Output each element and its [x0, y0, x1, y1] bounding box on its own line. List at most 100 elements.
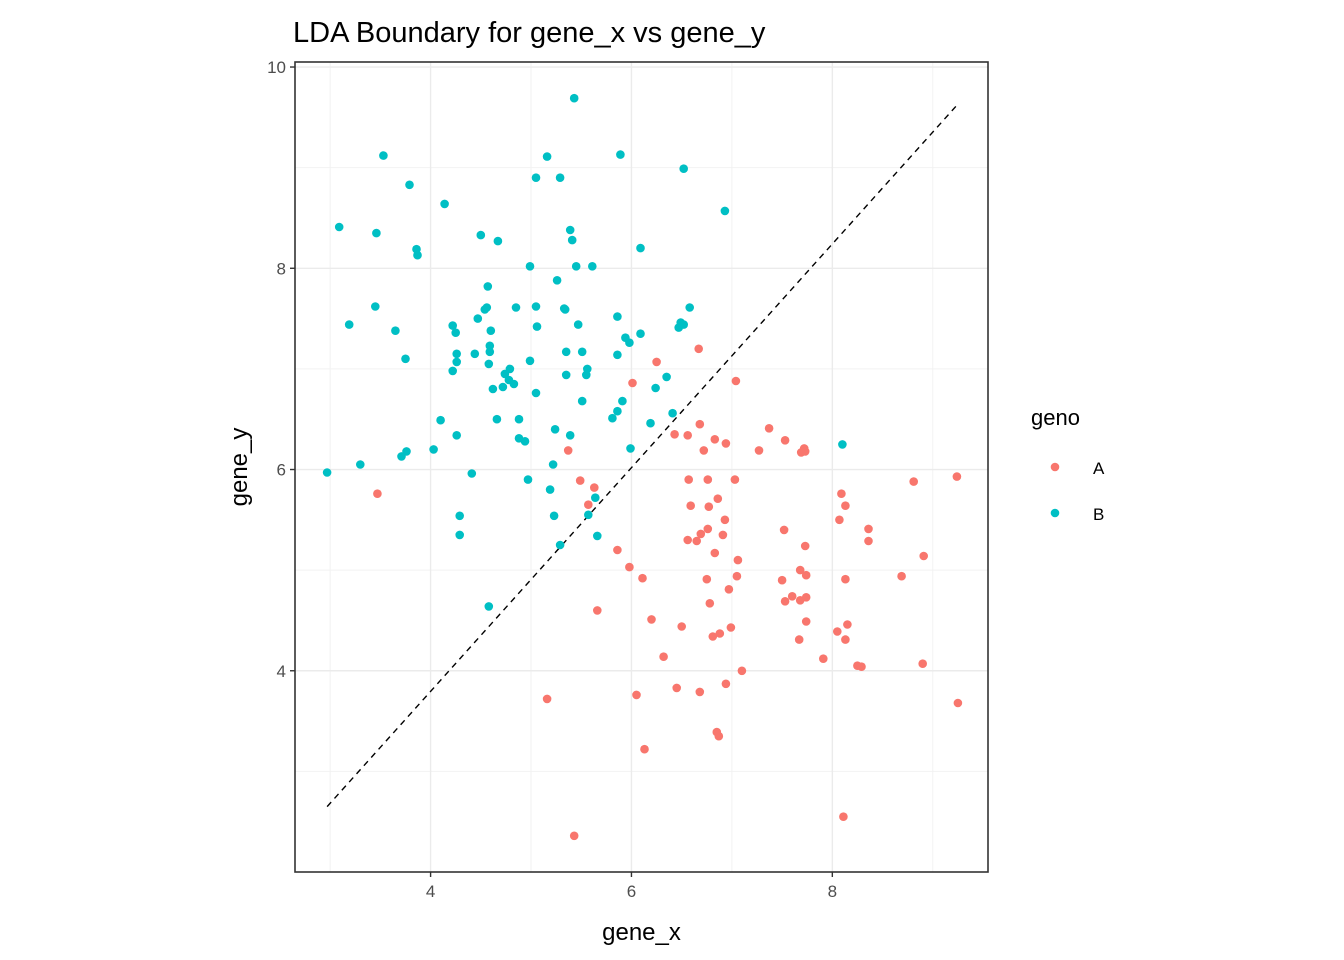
point-a [764, 424, 774, 433]
point-b [334, 222, 344, 232]
grid-minor [295, 62, 988, 872]
point-b [668, 408, 677, 418]
point-b [593, 531, 602, 541]
point-b [608, 413, 617, 423]
point-a [801, 617, 811, 626]
point-a [703, 475, 713, 484]
point-b [486, 326, 496, 336]
point-b [625, 338, 634, 348]
point-a [640, 744, 649, 754]
point-a [590, 483, 599, 492]
point-a [702, 574, 712, 584]
point-a [677, 622, 686, 631]
point-b [560, 305, 570, 314]
point-b [322, 468, 332, 477]
point-a [794, 635, 804, 644]
chart-title: LDA Boundary for gene_x vs gene_y [293, 17, 766, 49]
point-b [452, 349, 462, 359]
point-a [584, 500, 593, 510]
point-b [626, 444, 635, 453]
point-a [695, 419, 705, 429]
panel-border [294, 61, 989, 873]
point-a [837, 489, 846, 499]
point-b [636, 329, 645, 339]
point-a [563, 446, 573, 455]
point-b [531, 388, 541, 398]
point-a [593, 606, 602, 615]
point-b [509, 379, 519, 389]
point-b [561, 347, 571, 357]
y-axis: 4 6 8 10 [267, 58, 295, 681]
point-a [737, 666, 747, 676]
x-axis: 4 6 8 [426, 872, 837, 901]
point-a [819, 654, 828, 663]
point-b [372, 228, 381, 238]
point-a [575, 476, 585, 485]
points-layer [322, 93, 963, 841]
point-b [405, 180, 414, 190]
point-b [436, 415, 445, 425]
point-b [448, 366, 458, 376]
point-b [455, 530, 465, 540]
point-a [670, 430, 679, 439]
point-b [523, 475, 533, 484]
point-b [525, 262, 535, 271]
point-a [780, 597, 790, 606]
point-a [800, 541, 810, 551]
point-b [662, 372, 671, 382]
legend-label-a: A [1093, 459, 1105, 478]
point-a [373, 489, 382, 499]
point-a [672, 683, 681, 693]
point-a [721, 439, 731, 448]
point-a [718, 530, 728, 540]
point-b [485, 347, 495, 357]
point-b [550, 425, 560, 434]
point-a [839, 812, 848, 821]
legend-title: geno [1031, 405, 1080, 430]
point-b [485, 341, 495, 351]
point-a [841, 501, 850, 511]
point-a [732, 571, 742, 581]
y-tick-label: 6 [277, 461, 286, 480]
point-b [565, 225, 575, 235]
point-a [710, 548, 720, 558]
legend-key-b [1050, 508, 1060, 518]
point-b [567, 235, 577, 245]
point-b [569, 93, 579, 103]
x-tick-label: 8 [828, 882, 837, 901]
point-b [577, 396, 587, 406]
point-b [636, 243, 645, 253]
point-a [777, 575, 787, 585]
point-a [569, 831, 579, 841]
point-a [692, 536, 701, 546]
point-b [561, 370, 571, 380]
y-tick-label: 10 [267, 58, 286, 77]
point-b [613, 350, 622, 360]
point-a [704, 502, 714, 512]
point-a [953, 698, 963, 708]
point-a [952, 472, 962, 481]
point-b [838, 440, 847, 449]
point-b [498, 382, 508, 392]
point-b [452, 357, 462, 367]
point-a [731, 376, 741, 386]
point-b [548, 460, 558, 469]
point-b [613, 312, 622, 321]
point-a [684, 475, 693, 484]
point-b [588, 262, 597, 271]
point-b [583, 364, 592, 374]
point-a [638, 573, 647, 583]
point-a [647, 615, 656, 624]
x-tick-label: 6 [627, 882, 636, 901]
point-a [632, 690, 641, 700]
y-tick-label: 8 [277, 259, 286, 278]
point-a [864, 536, 873, 546]
point-a [780, 436, 790, 445]
point-b [525, 356, 535, 366]
point-a [897, 571, 906, 581]
point-b [720, 206, 730, 216]
point-a [833, 627, 842, 636]
point-a [652, 357, 661, 367]
y-tick-label: 4 [277, 662, 286, 681]
point-a [625, 562, 634, 572]
